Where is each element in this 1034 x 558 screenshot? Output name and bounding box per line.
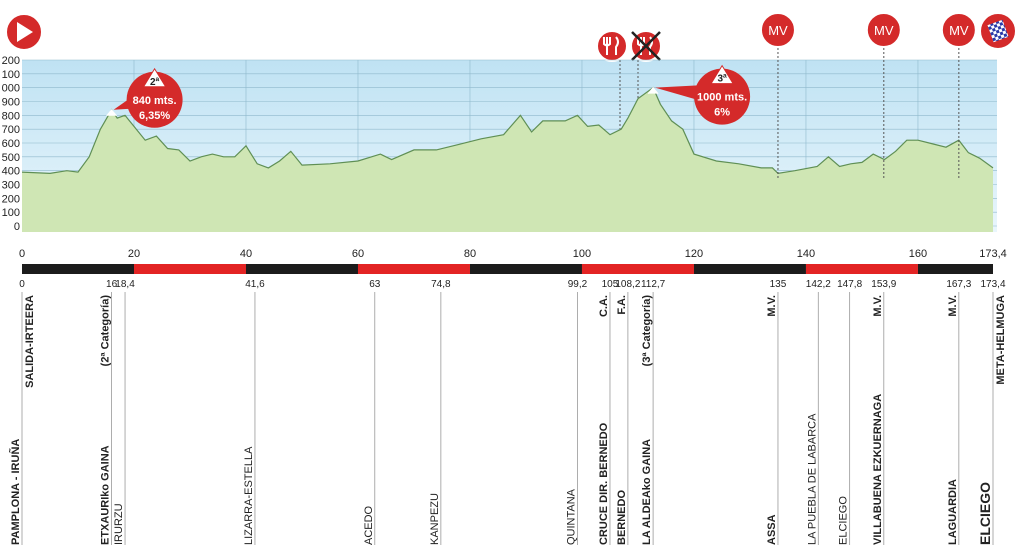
waypoint-name: LIZARRA-ESTELLA	[243, 446, 255, 545]
climb-icon	[710, 64, 734, 85]
distance-segment	[245, 264, 358, 274]
waypoint-km: 74,8	[431, 279, 451, 290]
y-tick-label: 700	[2, 124, 20, 136]
x-tick-label: 140	[797, 248, 815, 260]
distance-segment	[469, 264, 582, 274]
waypoint-name: CRUCE DIR. BERNEDO	[598, 422, 610, 545]
waypoint-note: SALIDA-IRTEERA	[24, 295, 36, 388]
feed-icon	[596, 30, 628, 130]
waypoint-km: 147,8	[837, 279, 862, 290]
marker-label: MV	[768, 23, 788, 38]
waypoint-note: (2ª Categoría)	[100, 295, 112, 367]
x-tick-label: 120	[685, 248, 703, 260]
waypoint-km: 18,4	[115, 279, 135, 290]
y-tick-label: 400	[2, 166, 20, 178]
waypoint-name: LA ALDEAko GAINA	[641, 439, 653, 545]
distance-segment	[805, 264, 918, 274]
waypoint-name: LAGUARDIA	[947, 479, 959, 545]
climb-circle	[126, 71, 183, 128]
x-tick-label: 40	[240, 248, 252, 260]
waypoint-name: PAMPLONA - IRUÑA	[9, 439, 22, 545]
x-tick-label: 20	[128, 248, 140, 260]
x-tick-label: 60	[352, 248, 364, 260]
waypoint-note: F.A.	[616, 295, 628, 315]
waypoint-name: ACEDO	[363, 505, 375, 545]
climb-category: 3ª	[717, 74, 727, 85]
waypoint-name: LA PUEBLA DE LABARCA	[806, 413, 818, 545]
climb-altitude: 840 mts.	[133, 95, 177, 107]
profile-area	[22, 87, 993, 232]
waypoint-km: 108,2	[615, 279, 640, 290]
feed-end-icon	[630, 30, 662, 110]
waypoint-name: ETXAURIko GAINA	[100, 445, 112, 545]
distance-segment	[693, 264, 806, 274]
waypoint-km: 0	[19, 279, 25, 290]
waypoint-name: KANPEZU	[429, 493, 441, 545]
climb-category: 2ª	[150, 77, 160, 88]
waypoint-km: 167,3	[946, 279, 971, 290]
waypoint-name: IRURZU	[113, 503, 125, 545]
y-tick-label: 000	[2, 83, 20, 95]
climb-peak	[106, 109, 117, 117]
waypoint-name: ELCIEGO	[838, 496, 850, 545]
waypoint-km: 135	[770, 279, 787, 290]
distance-segment	[581, 264, 694, 274]
waypoint-note: (3ª Categoría)	[641, 295, 653, 367]
y-tick-label: 800	[2, 110, 20, 122]
x-tick-label: 173,4	[979, 248, 1007, 260]
marker-circle	[865, 12, 902, 48]
x-tick-label: 0	[19, 248, 25, 260]
waypoint-name: ELCIEGO	[977, 482, 993, 545]
waypoint-name: QUINTANA	[565, 488, 577, 545]
waypoint-km: 16	[106, 279, 118, 290]
marker-circle	[759, 12, 796, 48]
x-tick-label: 100	[573, 248, 591, 260]
climb-gradient: 6%	[714, 107, 730, 119]
marker-label: MV	[949, 23, 969, 38]
waypoint-km: 99,2	[568, 279, 588, 290]
y-tick-label: 500	[2, 152, 20, 164]
waypoint-name: BERNEDO	[616, 490, 628, 545]
waypoint-note: META-HELMUGA	[995, 295, 1007, 385]
waypoint-note: M.V.	[766, 295, 778, 317]
climb-gradient: 6,35%	[139, 110, 170, 122]
waypoint-km: 142,2	[806, 279, 831, 290]
climb-icon	[142, 67, 167, 88]
distance-segment	[917, 264, 993, 274]
climb-altitude: 1000 mts.	[697, 92, 747, 104]
waypoint-note: C.A.	[598, 295, 610, 317]
start-icon	[5, 13, 43, 51]
waypoint-km: 105	[602, 279, 619, 290]
waypoint-km: 63	[369, 279, 381, 290]
waypoint-name: VILLABUENA EZKUERNAGA	[872, 394, 884, 545]
waypoint-km: 112,7	[641, 279, 666, 290]
marker-label: MV	[874, 23, 894, 38]
finish-icon	[979, 12, 1017, 50]
waypoint-km: 41,6	[245, 279, 265, 290]
waypoint-note: M.V.	[947, 295, 959, 317]
y-tick-label: 100	[2, 69, 20, 81]
waypoint-km: 173,4	[980, 279, 1005, 290]
distance-segment	[133, 264, 246, 274]
y-tick-label: 900	[2, 97, 20, 109]
climb-peak	[647, 86, 659, 94]
y-tick-label: 300	[2, 180, 20, 192]
y-tick-label: 100	[2, 207, 20, 219]
x-tick-label: 80	[464, 248, 476, 260]
waypoint-name: ASSA	[766, 514, 778, 545]
y-tick-label: 200	[2, 55, 20, 67]
profile-line	[21, 86, 994, 175]
marker-circle	[940, 12, 977, 48]
y-tick-label: 600	[2, 138, 20, 150]
x-tick-label: 160	[909, 248, 927, 260]
y-tick-label: 200	[2, 193, 20, 205]
climb-circle	[694, 68, 751, 125]
waypoint-note: M.V.	[872, 295, 884, 317]
distance-segment	[357, 264, 470, 274]
waypoint-km: 153,9	[871, 279, 896, 290]
distance-segment	[22, 264, 134, 274]
y-tick-label: 0	[14, 221, 20, 233]
